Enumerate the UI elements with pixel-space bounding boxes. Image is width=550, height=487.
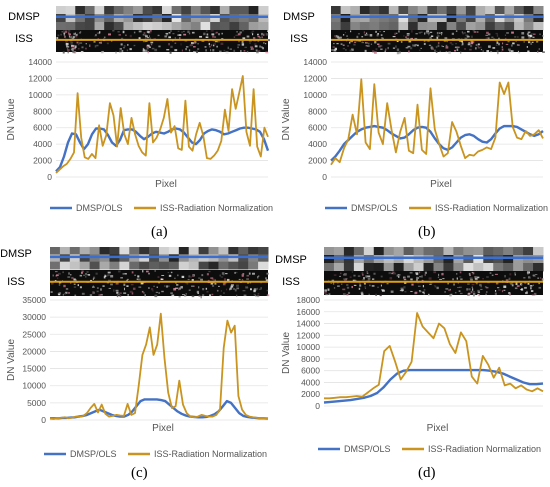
legend-label-dmsp: DMSP/OLS [70, 449, 117, 459]
dmsp-strip-label: DMSP [0, 248, 32, 260]
y-tick-label: 12000 [28, 73, 52, 83]
y-tick-label: 4000 [308, 139, 327, 149]
y-tick-label: 6000 [33, 123, 52, 133]
y-tick-label: 15000 [22, 364, 46, 374]
y-axis-label: DN Value [281, 98, 292, 140]
y-tick-label: 10000 [28, 90, 52, 100]
y-tick-label: 18000 [296, 295, 320, 305]
legend-label-iss: ISS-Radiation Normalization [435, 203, 548, 213]
dmsp-strip [324, 247, 544, 272]
y-tick-label: 0 [41, 415, 46, 425]
x-axis-label: Pixel [430, 179, 452, 190]
chart-c: DMSP ISS 0 5000 10000 15000 20000 25000 30000 350… [0, 247, 270, 459]
y-tick-label: 4000 [33, 139, 52, 149]
y-tick-label: 0 [315, 401, 320, 411]
y-tick-label: 6000 [301, 366, 320, 376]
panel-a: DMSP ISS 0 2000 4000 6000 8000 10000 12000 14000 D… [0, 0, 275, 243]
legend-label-dmsp: DMSP/OLS [344, 444, 391, 454]
dmsp-strip [56, 6, 269, 31]
iss-strip-label: ISS [15, 33, 33, 45]
x-axis-label: Pixel [155, 179, 177, 190]
y-tick-label: 10000 [303, 90, 327, 100]
panel-d: DMSP ISS 0 2000 4000 6000 8000 10000 12000 14000 1… [275, 243, 550, 486]
y-tick-label: 2000 [301, 389, 320, 399]
series-line-dmsp [50, 398, 269, 420]
dmsp-strip-label: DMSP [275, 254, 307, 266]
y-tick-label: 0 [322, 172, 327, 182]
dmsp-strip-label: DMSP [283, 11, 315, 23]
y-tick-label: 8000 [308, 106, 327, 116]
dmsp-strip [331, 6, 544, 31]
iss-strip [56, 30, 270, 54]
y-tick-label: 16000 [296, 307, 320, 317]
y-tick-label: 14000 [296, 319, 320, 329]
caption-a: (a) [151, 224, 168, 240]
legend-label-iss: ISS-Radiation Normalization [160, 203, 273, 213]
iss-strip-label: ISS [7, 276, 25, 288]
series-line-iss [330, 78, 544, 166]
chart-b: DMSP ISS 0 2000 4000 6000 8000 10000 12000 14000 D… [281, 6, 548, 213]
legend: DMSP/OLS ISS-Radiation Normalization [50, 203, 273, 213]
series-line-dmsp [330, 124, 544, 162]
y-tick-label: 30000 [22, 312, 46, 322]
panel-c: DMSP ISS 0 5000 10000 15000 20000 25000 30000 350… [0, 243, 275, 486]
y-tick-label: 12000 [303, 73, 327, 83]
legend-label-iss: ISS-Radiation Normalization [428, 444, 541, 454]
legend-label-dmsp: DMSP/OLS [351, 203, 398, 213]
dmsp-strip-label: DMSP [8, 11, 40, 23]
y-tick-label: 14000 [303, 57, 327, 67]
y-tick-label: 8000 [33, 106, 52, 116]
y-tick-label: 2000 [308, 156, 327, 166]
legend: DMSP/OLS ISS-Radiation Normalization [318, 444, 541, 454]
y-tick-label: 4000 [301, 377, 320, 387]
iss-strip [324, 271, 544, 297]
legend-label-dmsp: DMSP/OLS [76, 203, 123, 213]
iss-strip-label: ISS [290, 33, 308, 45]
legend: DMSP/OLS ISS-Radiation Normalization [44, 449, 267, 459]
y-tick-label: 6000 [308, 123, 327, 133]
y-tick-label: 10000 [22, 381, 46, 391]
dmsp-strip [50, 247, 269, 270]
x-axis-label: Pixel [427, 423, 449, 434]
series-line-dmsp [55, 126, 270, 173]
y-axis-label: DN Value [6, 339, 17, 381]
iss-strip-label: ISS [282, 276, 300, 288]
caption-b: (b) [418, 224, 436, 240]
panel-b: DMSP ISS 0 2000 4000 6000 8000 10000 12000 14000 D… [275, 0, 550, 243]
series-line-dmsp [323, 368, 544, 404]
caption-c: (c) [131, 465, 148, 481]
y-axis-label: DN Value [6, 98, 17, 140]
y-axis-label: DN Value [281, 332, 292, 374]
y-tick-label: 8000 [301, 354, 320, 364]
series-line-iss [324, 312, 544, 400]
y-tick-label: 2000 [33, 156, 52, 166]
iss-strip [331, 30, 545, 55]
y-tick-label: 10000 [296, 342, 320, 352]
legend-label-iss: ISS-Radiation Normalization [154, 449, 267, 459]
x-axis-label: Pixel [152, 423, 174, 434]
y-tick-label: 20000 [22, 346, 46, 356]
y-tick-label: 35000 [22, 295, 46, 305]
legend: DMSP/OLS ISS-Radiation Normalization [325, 203, 548, 213]
y-tick-label: 14000 [28, 57, 52, 67]
series-line-iss [49, 312, 268, 420]
y-tick-label: 5000 [27, 398, 46, 408]
series-line-iss [55, 75, 269, 174]
y-tick-label: 25000 [22, 329, 46, 339]
chart-a: DMSP ISS 0 2000 4000 6000 8000 10000 12000 14000 D… [6, 6, 273, 213]
iss-strip [50, 270, 270, 299]
y-tick-label: 0 [47, 172, 52, 182]
caption-d: (d) [418, 465, 436, 481]
y-tick-label: 12000 [296, 330, 320, 340]
